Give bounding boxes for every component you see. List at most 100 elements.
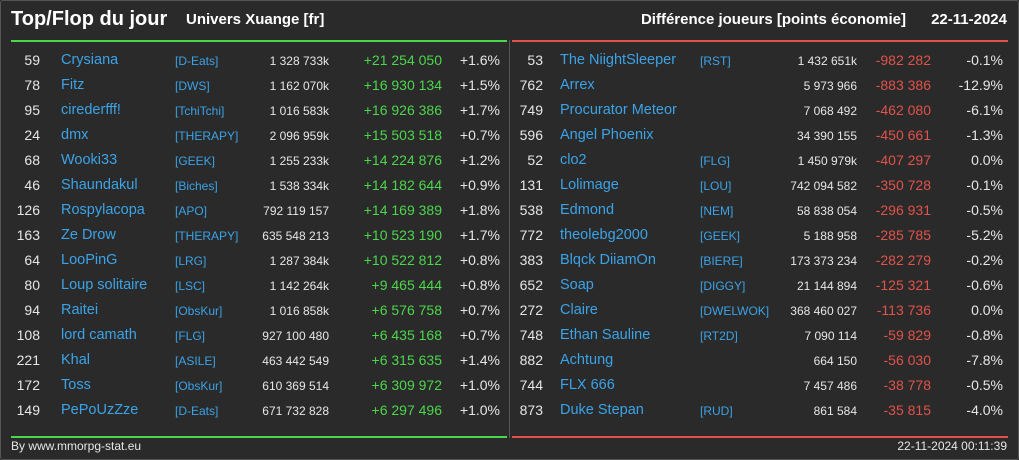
player-name-link[interactable]: Soap [560,277,594,293]
points-delta: +21 254 050 [363,52,442,68]
player-points: 742 094 582 [790,179,857,193]
percent-change: +0.7% [459,127,500,143]
player-points: 5 188 958 [803,229,857,243]
alliance-tag-link[interactable]: [THERAPY] [175,229,239,243]
player-name-link[interactable]: Arrex [560,77,595,93]
player-points: 173 373 234 [790,254,857,268]
alliance-tag-link[interactable]: [THERAPY] [175,129,239,143]
player-points: 1 142 264k [269,279,329,293]
player-rank: 46 [24,177,40,193]
player-rank: 163 [16,227,40,243]
top-loser-row: 748 Ethan Sauline [RT2D] 7 090 114 -59 829 -0… [512,323,1008,348]
player-name-link[interactable]: Blqck DiiamOn [560,252,656,268]
alliance-tag-link[interactable]: [ObsKur] [175,379,223,393]
alliance-tag-link[interactable]: [LRG] [175,254,207,268]
points-delta: +16 926 386 [363,102,442,118]
points-delta: -35 815 [883,402,931,418]
top-loser-row: 131 Lolimage [LOU] 742 094 582 -350 728 -0.1% [512,173,1008,198]
player-name-link[interactable]: Shaundakul [61,177,138,193]
player-name-link[interactable]: Procurator Meteor [560,102,677,118]
top-loser-row: 762 Arrex 5 973 966 -883 386 -12.9% [512,73,1008,98]
player-rank: 64 [24,252,40,268]
top-gainers-panel: 59 Crysiana [D-Eats] 1 328 733k +21 254 050 +… [11,40,507,438]
alliance-tag-link[interactable]: [LSC] [175,279,206,293]
alliance-tag-link[interactable]: [D-Eats] [175,54,219,68]
player-points: 463 442 549 [262,354,329,368]
top-loser-row: 882 Achtung 664 150 -56 030 -7.8% [512,348,1008,373]
player-name-link[interactable]: Toss [61,377,91,393]
player-name-link[interactable]: Ze Drow [61,227,116,243]
alliance-tag-link[interactable]: [RST] [700,54,731,68]
player-name-link[interactable]: FLX 666 [560,377,615,393]
player-name-link[interactable]: Claire [560,302,598,318]
difference-label: Différence joueurs [points économie] [640,11,906,28]
alliance-tag-link[interactable]: [ObsKur] [175,304,223,318]
alliance-tag-link[interactable]: [DIGGY] [700,279,746,293]
player-points: 2 096 959k [269,129,329,143]
alliance-tag-link[interactable]: [ASILE] [175,354,216,368]
footer-credit: By www.mmorpg-stat.eu [11,439,142,453]
player-points: 927 100 480 [262,329,329,343]
alliance-tag-link[interactable]: [DWELWOK] [700,304,770,318]
points-delta: +14 169 389 [363,202,442,218]
player-points: 1 538 334k [269,179,329,193]
alliance-tag-link[interactable]: [GEEK] [175,154,216,168]
player-points: 1 162 070k [269,79,329,93]
percent-change: -0.1% [966,177,1003,193]
player-name-link[interactable]: Raitei [61,302,99,318]
top-gainer-row: 221 Khal [ASILE] 463 442 549 +6 315 635 +1.4% [11,348,507,373]
alliance-tag-link[interactable]: [RUD] [700,404,733,418]
percent-change: -1.3% [966,127,1003,143]
player-name-link[interactable]: Lolimage [560,177,619,193]
alliance-tag-link[interactable]: [DWS] [175,79,210,93]
player-name-link[interactable]: Edmond [560,202,615,218]
player-rank: 131 [519,177,543,193]
points-delta: +9 465 444 [371,277,442,293]
player-name-link[interactable]: PePoUzZze [61,402,139,418]
points-delta: -285 785 [875,227,931,243]
top-loser-row: 744 FLX 666 7 457 486 -38 778 -0.5% [512,373,1008,398]
player-name-link[interactable]: Crysiana [61,52,119,68]
alliance-tag-link[interactable]: [D-Eats] [175,404,219,418]
alliance-tag-link[interactable]: [NEM] [700,204,734,218]
player-rank: 68 [24,152,40,168]
player-name-link[interactable]: The NiightSleeper [560,52,677,68]
top-loser-row: 52 clo2 [FLG] 1 450 979k -407 297 0.0% [512,148,1008,173]
alliance-tag-link[interactable]: [Biches] [175,179,218,193]
player-rank: 749 [519,102,543,118]
player-name-link[interactable]: Fitz [61,77,85,93]
player-rank: 221 [16,352,40,368]
alliance-tag-link[interactable]: [FLG] [700,154,731,168]
player-points: 1 255 233k [269,154,329,168]
player-name-link[interactable]: cirederfff! [61,102,121,118]
player-name-link[interactable]: Angel Phoenix [560,127,654,143]
player-name-link[interactable]: clo2 [560,152,587,168]
player-name-link[interactable]: dmx [61,127,89,143]
player-rank: 748 [519,327,543,343]
alliance-tag-link[interactable]: [APO] [175,204,208,218]
player-name-link[interactable]: Khal [61,352,91,368]
alliance-tag-link[interactable]: [GEEK] [700,229,741,243]
player-name-link[interactable]: Rospylacopa [61,202,145,218]
player-name-link[interactable]: lord camath [61,327,137,343]
alliance-tag-link[interactable]: [BIERE] [700,254,743,268]
player-name-link[interactable]: theolebg2000 [560,227,648,243]
player-rank: 652 [519,277,543,293]
player-name-link[interactable]: Ethan Sauline [560,327,651,343]
player-name-link[interactable]: Wooki33 [61,152,118,168]
alliance-tag-link[interactable]: [TchiTchi] [175,104,225,118]
player-name-link[interactable]: Achtung [560,352,614,368]
player-name-link[interactable]: Loup solitaire [61,277,148,293]
player-rank: 272 [519,302,543,318]
alliance-tag-link[interactable]: [RT2D] [700,329,738,343]
player-rank: 53 [527,52,543,68]
alliance-tag-link[interactable]: [LOU] [700,179,732,193]
player-points: 7 457 486 [803,379,857,393]
top-gainer-row: 172 Toss [ObsKur] 610 369 514 +6 309 972 +1.0… [11,373,507,398]
player-points: 1 287 384k [269,254,329,268]
top-loser-row: 772 theolebg2000 [GEEK] 5 188 958 -285 785 -5… [512,223,1008,248]
player-name-link[interactable]: Duke Stepan [560,402,644,418]
percent-change: +1.0% [459,402,500,418]
alliance-tag-link[interactable]: [FLG] [175,329,206,343]
player-name-link[interactable]: LooPinG [61,252,118,268]
